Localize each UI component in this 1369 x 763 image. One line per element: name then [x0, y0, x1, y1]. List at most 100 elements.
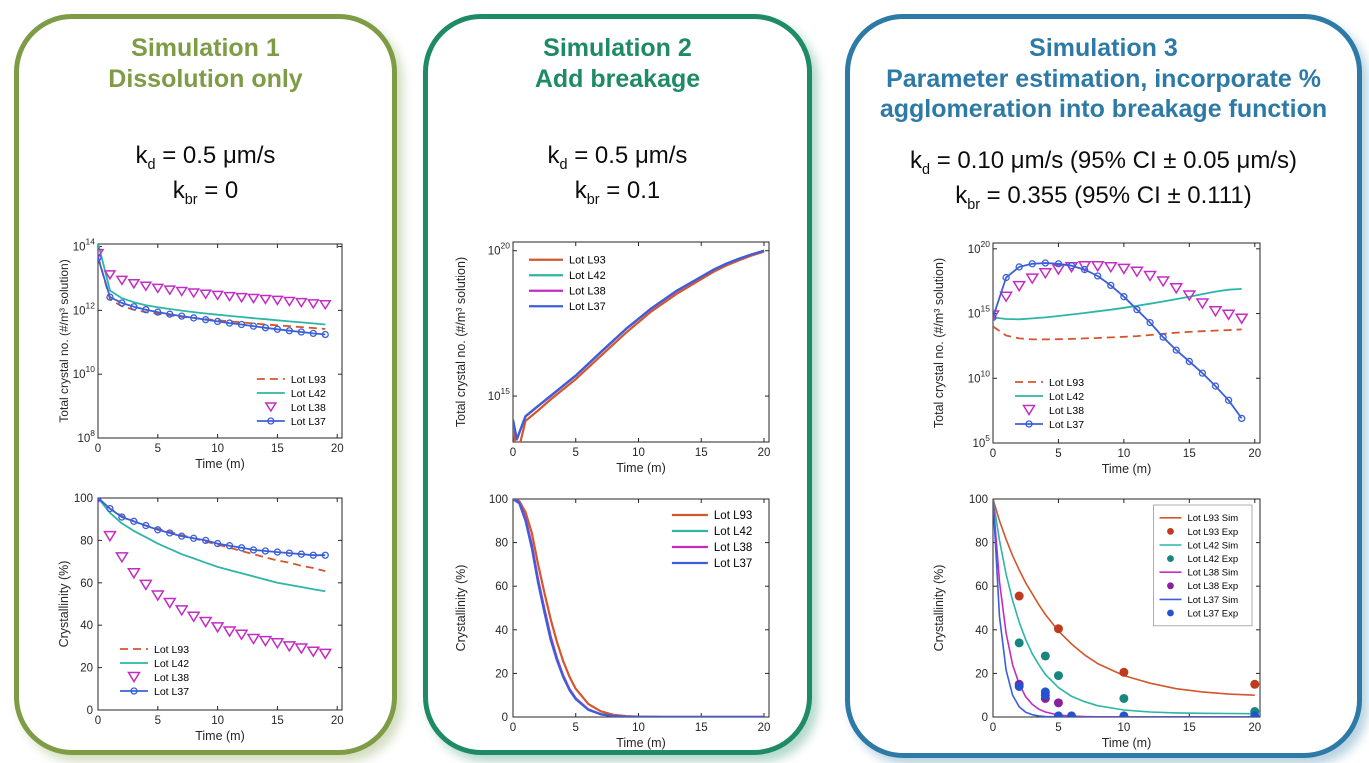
x-tick-label: 5 — [154, 443, 160, 455]
x-tick-label: 15 — [1183, 722, 1196, 734]
y-tick-label: 100 — [969, 494, 988, 506]
plot-area — [512, 250, 764, 443]
param-value: = 0.5 μm/s — [155, 142, 276, 169]
legend-label: Lot L42 Exp — [1187, 554, 1238, 565]
plot-area — [993, 259, 1249, 422]
x-tick-label: 0 — [94, 715, 100, 727]
legend: Lot L93 Lot L42 Lot L38 Lot L37 — [528, 255, 606, 314]
y-tick-label: 40 — [80, 621, 93, 633]
series-lot-l37-exp-markers — [1014, 681, 1260, 717]
x-tick-label: 10 — [1117, 448, 1130, 460]
param-symbol: k — [910, 146, 923, 174]
series-lot-l42 — [97, 498, 325, 593]
x-axis-label: Time (m) — [616, 461, 666, 475]
param-subscript: d — [147, 156, 156, 173]
x-tick-label: 15 — [271, 443, 284, 455]
panel-3-parameters: kd = 0.10 μm/s (95% CI ± 0.05 μm/s) kbr … — [850, 145, 1357, 215]
sim1-crystallinity-svg: 0 5 10 15 20 Time (m) 0 20 40 60 80 100 Crystallinit… — [57, 493, 344, 743]
series-lot-l37 — [512, 250, 764, 441]
x-tick-label: 5 — [572, 722, 578, 734]
param-subscript: br — [586, 192, 600, 209]
y-axis-label: Crystallinity (%) — [932, 565, 946, 652]
sim1-total-crystal-number-chart: 0 5 10 15 20 Time (m) 108 1010 1012 1014 Total cry… — [56, 237, 356, 476]
series-lot-l42-sim — [993, 498, 1255, 715]
param-kd: kd = 0.5 μm/s — [19, 140, 392, 175]
param-subscript: br — [184, 192, 198, 209]
series-lot-l37-markers — [993, 259, 1246, 422]
legend-label: Lot L37 — [1049, 419, 1084, 431]
legend-label: Lot L37 — [569, 302, 606, 314]
x-tick-label: 15 — [694, 722, 707, 734]
param-value: = 0 — [197, 177, 239, 205]
y-tick-label: 1015 — [487, 387, 510, 404]
param-subscript: d — [559, 156, 568, 173]
x-tick-label: 5 — [1055, 722, 1061, 734]
y-tick-label: 0 — [501, 712, 507, 724]
legend-label: Lot L42 — [569, 271, 606, 283]
x-tick-label: 5 — [572, 447, 578, 459]
x-tick-label: 15 — [1183, 448, 1196, 460]
y-tick-label: 20 — [975, 668, 988, 680]
plot-box — [97, 243, 342, 439]
series-lot-l38-markers — [993, 260, 1249, 325]
series-lot-l38-markers — [97, 498, 332, 661]
y-tick-label: 60 — [495, 582, 508, 594]
x-tick-label: 20 — [757, 447, 770, 459]
panel-simulation-2: Simulation 2 Add breakage kd = 0.5 μm/s … — [423, 14, 812, 755]
panel-1-title: Simulation 1 Dissolution only — [31, 33, 380, 94]
series-lot-l37 — [512, 499, 764, 718]
y-tick-label: 108 — [77, 428, 95, 445]
y-tick-label: 1014 — [72, 238, 95, 254]
plot-box — [992, 242, 1261, 444]
legend-label: Lot L38 — [290, 402, 325, 414]
x-tick-label: 5 — [1055, 448, 1061, 460]
plot-area — [993, 498, 1260, 717]
x-axis-label: Time (m) — [195, 729, 245, 743]
series-lot-l38 — [512, 250, 764, 442]
legend-label: Lot L93 — [1049, 377, 1084, 389]
legend-label: Lot L42 — [713, 527, 751, 539]
legend-label: Lot L37 Sim — [1187, 595, 1238, 606]
sim3-total-crystal-number-chart: 0 5 10 15 20 Time (m) 105 1010 1015 1020 Total cry… — [931, 237, 1276, 481]
y-tick-label: 1015 — [968, 304, 991, 321]
param-value: = 0.5 μm/s — [567, 142, 688, 169]
param-symbol: k — [547, 142, 560, 169]
param-kbr: kbr = 0.1 — [428, 175, 807, 210]
panel-1-title-line-2: Dissolution only — [108, 64, 303, 93]
panel-1-parameters: kd = 0.5 μm/s kbr = 0 — [19, 140, 392, 210]
legend: Lot L93 Lot L42 Lot L38 Lot L37 — [671, 511, 752, 571]
series-lot-l37 — [97, 257, 325, 336]
x-tick-label: 20 — [1248, 448, 1261, 460]
panel-simulation-1: Simulation 1 Dissolution only kd = 0.5 μ… — [14, 14, 397, 755]
sim2-crystallinity-svg: 0 5 10 15 20 Time (m) 0 20 40 60 80 100 Crystallinit… — [454, 494, 770, 750]
x-tick-label: 20 — [330, 443, 343, 455]
legend-label: Lot L42 — [290, 388, 325, 400]
legend-label: Lot L93 Exp — [1187, 527, 1238, 538]
legend-label: Lot L37 — [154, 686, 189, 698]
param-subscript: br — [967, 196, 980, 213]
y-tick-label: 0 — [86, 705, 92, 717]
y-tick-label: 80 — [495, 538, 508, 550]
y-tick-label: 60 — [975, 581, 988, 593]
y-tick-label: 40 — [495, 625, 508, 637]
param-symbol: k — [955, 181, 968, 209]
param-value: = 0.10 μm/s (95% CI ± 0.05 μm/s) — [930, 146, 1297, 174]
legend-label: Lot L37 Exp — [1187, 608, 1238, 619]
panel-2-parameters: kd = 0.5 μm/s kbr = 0.1 — [428, 140, 807, 210]
y-tick-label: 20 — [495, 669, 508, 681]
x-tick-label: 5 — [154, 715, 160, 727]
legend-label: Lot L93 — [290, 374, 325, 386]
panel-2-title-line-2: Add breakage — [534, 64, 701, 93]
series-lot-l93 — [512, 251, 764, 443]
panel-3-title-line-2: Parameter estimation, incorporate % — [886, 64, 1321, 93]
legend-label: Lot L37 — [290, 416, 325, 428]
y-tick-label: 105 — [972, 433, 990, 450]
panel-3-title-line-1: Simulation 3 — [1029, 34, 1178, 62]
param-kbr: kbr = 0.355 (95% CI ± 0.111) — [850, 180, 1357, 215]
y-tick-label: 40 — [975, 625, 988, 637]
x-tick-label: 0 — [509, 447, 515, 459]
x-tick-label: 10 — [632, 722, 645, 734]
param-symbol: k — [574, 177, 587, 205]
legend-label: Lot L38 — [713, 543, 751, 555]
